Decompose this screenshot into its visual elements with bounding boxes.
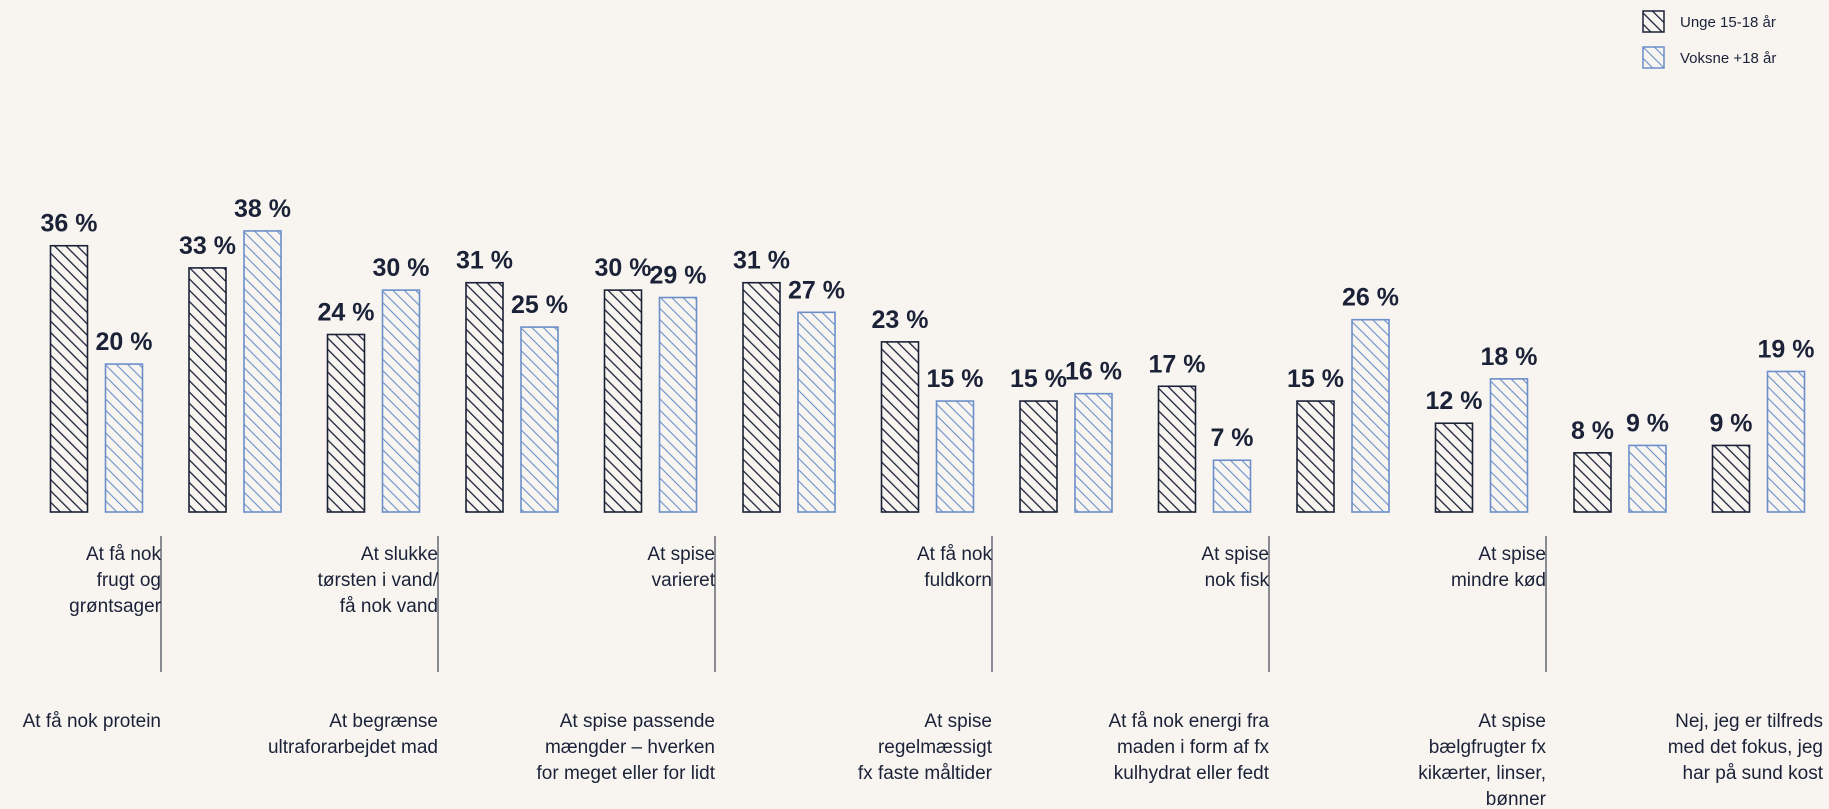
bar-unge-4 bbox=[603, 289, 643, 513]
value-label-unge-10: 12 % bbox=[1426, 387, 1483, 415]
bar-voksne-10 bbox=[1489, 378, 1529, 513]
value-label-voksne-0: 20 % bbox=[96, 328, 153, 356]
category-label-12: Nej, jeg er tilfreds med det fokus, jeg ha… bbox=[1668, 711, 1824, 784]
bar-unge-7 bbox=[1019, 400, 1058, 513]
value-label-voksne-6: 15 % bbox=[927, 365, 984, 393]
bar-voksne-7 bbox=[1074, 392, 1113, 513]
value-label-voksne-7: 16 % bbox=[1065, 358, 1122, 386]
value-label-unge-5: 31 % bbox=[733, 247, 790, 275]
bar-unge-3 bbox=[465, 281, 504, 513]
bar-unge-11 bbox=[1573, 452, 1612, 513]
legend-item-unge: Unge 15-18 år bbox=[1642, 10, 1776, 33]
category-label-3: At slukke tørsten i vand/få nok vand bbox=[318, 544, 439, 617]
category-label-6: At spise regelmæssigt fx faste måltider bbox=[858, 711, 993, 784]
bar-voksne-3 bbox=[520, 326, 559, 513]
legend: Unge 15-18 år Voksne +18 år bbox=[1642, 10, 1776, 69]
value-label-unge-4: 30 % bbox=[595, 254, 652, 282]
category-label-5: At spise varieret bbox=[647, 544, 715, 591]
bar-unge-8 bbox=[1157, 385, 1197, 513]
value-label-voksne-2: 30 % bbox=[373, 254, 430, 282]
bar-unge-6 bbox=[880, 341, 920, 513]
category-label-10: At spise bælgfrugter fx kikærter, linser, b… bbox=[1418, 711, 1546, 809]
bar-voksne-2 bbox=[381, 289, 421, 513]
bar-voksne-8 bbox=[1212, 459, 1252, 513]
value-label-unge-1: 33 % bbox=[179, 232, 236, 260]
bar-voksne-12 bbox=[1766, 370, 1806, 513]
bars bbox=[49, 230, 1806, 513]
value-label-unge-12: 9 % bbox=[1709, 409, 1752, 437]
category-label-0: At få nok protein bbox=[23, 711, 161, 732]
legend-swatch-voksne bbox=[1642, 46, 1665, 69]
category-label-7: At få nok fuldkorn bbox=[917, 544, 992, 591]
category-separators bbox=[160, 536, 1547, 672]
category-label-2: At begrænse ultraforarbejdet mad bbox=[268, 711, 438, 758]
value-label-unge-9: 15 % bbox=[1287, 365, 1344, 393]
legend-label-voksne: Voksne +18 år bbox=[1680, 50, 1776, 67]
value-label-unge-11: 8 % bbox=[1571, 417, 1614, 445]
bar-unge-10 bbox=[1434, 422, 1474, 513]
bar-voksne-5 bbox=[797, 311, 836, 513]
value-label-voksne-5: 27 % bbox=[788, 276, 845, 304]
bar-unge-2 bbox=[326, 333, 366, 513]
category-label-9: At spise nok fisk bbox=[1201, 544, 1269, 591]
bar-voksne-0 bbox=[104, 363, 144, 513]
bar-voksne-9 bbox=[1351, 318, 1390, 513]
value-label-unge-6: 23 % bbox=[872, 306, 929, 334]
legend-swatch-unge bbox=[1642, 10, 1665, 33]
value-labels: 36 %20 %33 %38 %24 %30 % 31 %25 %30 %29 %… bbox=[41, 195, 1815, 452]
value-label-unge-3: 31 % bbox=[456, 247, 513, 275]
category-label-1: At få nok frugt og grøntsager bbox=[69, 544, 162, 617]
category-label-11: At spise mindre kød bbox=[1451, 544, 1546, 591]
value-label-voksne-10: 18 % bbox=[1481, 343, 1538, 371]
value-label-voksne-8: 7 % bbox=[1210, 424, 1253, 452]
value-label-voksne-9: 26 % bbox=[1342, 284, 1399, 312]
value-label-voksne-4: 29 % bbox=[650, 262, 707, 290]
bar-voksne-11 bbox=[1628, 444, 1667, 513]
bar-unge-12 bbox=[1711, 444, 1751, 513]
value-label-unge-8: 17 % bbox=[1149, 350, 1206, 378]
value-label-voksne-1: 38 % bbox=[234, 195, 291, 223]
value-label-voksne-11: 9 % bbox=[1626, 409, 1669, 437]
category-label-4: At spise passende mængder – hverken for me… bbox=[537, 711, 716, 784]
bar-voksne-1 bbox=[243, 230, 282, 513]
value-label-unge-7: 15 % bbox=[1010, 365, 1067, 393]
value-label-voksne-12: 19 % bbox=[1758, 335, 1815, 363]
value-label-voksne-3: 25 % bbox=[511, 291, 568, 319]
legend-label-unge: Unge 15-18 år bbox=[1680, 14, 1776, 31]
category-label-8: At få nok energi fra maden i form af fx ku… bbox=[1108, 711, 1269, 784]
legend-item-voksne: Voksne +18 år bbox=[1642, 46, 1776, 69]
bar-unge-9 bbox=[1296, 400, 1335, 513]
bar-voksne-6 bbox=[935, 400, 975, 513]
value-label-unge-0: 36 % bbox=[41, 210, 98, 238]
bar-voksne-4 bbox=[658, 296, 698, 513]
bar-unge-0 bbox=[49, 244, 89, 513]
category-labels: At få nok protein At få nok frugt og grønts… bbox=[23, 544, 1824, 809]
value-label-unge-2: 24 % bbox=[318, 298, 375, 326]
bar-unge-1 bbox=[188, 267, 227, 513]
bar-unge-5 bbox=[742, 281, 781, 513]
